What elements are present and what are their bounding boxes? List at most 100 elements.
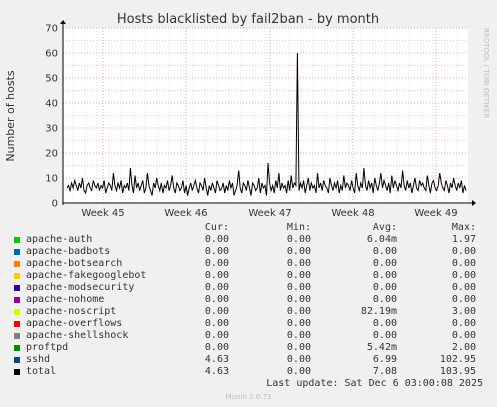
legend-max: 0.00 bbox=[451, 258, 476, 269]
legend-max: 102.95 bbox=[439, 354, 476, 365]
y-axis-label: Number of hosts bbox=[4, 70, 17, 162]
legend-min: 0.00 bbox=[286, 342, 311, 353]
legend-avg: 0.00 bbox=[372, 294, 397, 305]
series-line-total bbox=[66, 52, 467, 196]
legend-max: 0.00 bbox=[451, 330, 476, 341]
legend-label: apache-fakegooglebot bbox=[26, 270, 147, 281]
legend-max: 3.00 bbox=[451, 306, 476, 317]
legend-label: total bbox=[26, 366, 57, 377]
legend-swatch bbox=[14, 321, 20, 327]
legend-label: apache-nohome bbox=[26, 294, 105, 305]
legend-label: apache-auth bbox=[26, 234, 93, 245]
y-tick-label: 50 bbox=[45, 74, 58, 85]
legend-cur: 0.00 bbox=[204, 270, 229, 281]
rrdtool-credit: RRDTOOL / TOBI OETIKER bbox=[482, 28, 490, 119]
header-max: Max: bbox=[451, 222, 476, 233]
legend-avg: 0.00 bbox=[372, 330, 397, 341]
x-tick-label: Week 49 bbox=[414, 208, 457, 219]
legend-avg: 0.00 bbox=[372, 318, 397, 329]
legend-avg: 0.00 bbox=[372, 270, 397, 281]
legend-swatch bbox=[14, 237, 20, 243]
legend-cur: 0.00 bbox=[204, 342, 229, 353]
legend-max: 0.00 bbox=[451, 246, 476, 257]
y-tick-label: 70 bbox=[45, 24, 58, 35]
y-tick-label: 60 bbox=[45, 49, 58, 60]
legend-swatch bbox=[14, 297, 20, 303]
legend-max: 0.00 bbox=[451, 270, 476, 281]
legend-cur: 0.00 bbox=[204, 306, 229, 317]
legend-cur: 4.63 bbox=[204, 366, 229, 377]
legend-min: 0.00 bbox=[286, 366, 311, 377]
legend-cur: 0.00 bbox=[204, 282, 229, 293]
legend-row-proftpd: proftpd 0.00 0.00 5.42m 2.00 bbox=[14, 342, 484, 354]
legend-row-apache-badbots: apache-badbots 0.00 0.00 0.00 0.00 bbox=[14, 246, 484, 258]
legend-avg: 6.04m bbox=[366, 234, 397, 245]
legend-cur: 0.00 bbox=[204, 294, 229, 305]
legend-label: apache-shellshock bbox=[26, 330, 129, 341]
legend-avg: 0.00 bbox=[372, 246, 397, 257]
legend-min: 0.00 bbox=[286, 330, 311, 341]
legend-max: 0.00 bbox=[451, 318, 476, 329]
header-avg: Avg: bbox=[372, 222, 397, 233]
legend-min: 0.00 bbox=[286, 258, 311, 269]
legend-row-apache-shellshock: apache-shellshock 0.00 0.00 0.00 0.00 bbox=[14, 330, 484, 342]
munin-version: Munin 2.0.73 bbox=[225, 393, 272, 401]
legend-row-apache-modsecurity: apache-modsecurity 0.00 0.00 0.00 0.00 bbox=[14, 282, 484, 294]
legend-min: 0.00 bbox=[286, 294, 311, 305]
legend-min: 0.00 bbox=[286, 282, 311, 293]
legend-avg: 5.42m bbox=[366, 342, 397, 353]
legend-swatch bbox=[14, 357, 20, 363]
legend-max: 103.95 bbox=[439, 366, 476, 377]
y-tick-label: 0 bbox=[52, 199, 58, 210]
legend-cur: 0.00 bbox=[204, 330, 229, 341]
legend-swatch bbox=[14, 261, 20, 267]
legend-label: sshd bbox=[26, 354, 51, 365]
legend-row-apache-nohome: apache-nohome 0.00 0.00 0.00 0.00 bbox=[14, 294, 484, 306]
legend-min: 0.00 bbox=[286, 234, 311, 245]
legend-swatch bbox=[14, 285, 20, 291]
legend-row-total: total 4.63 0.00 7.08 103.95 bbox=[14, 366, 484, 378]
legend-row-apache-overflows: apache-overflows 0.00 0.00 0.00 0.00 bbox=[14, 318, 484, 330]
legend-min: 0.00 bbox=[286, 270, 311, 281]
legend-avg: 0.00 bbox=[372, 282, 397, 293]
legend-label: apache-modsecurity bbox=[26, 282, 135, 293]
legend-swatch bbox=[14, 309, 20, 315]
x-tick-label: Week 48 bbox=[331, 208, 374, 219]
legend-min: 0.00 bbox=[286, 246, 311, 257]
y-axis-arrow bbox=[60, 20, 66, 24]
legend-min: 0.00 bbox=[286, 318, 311, 329]
legend-header: Cur: Min: Avg: Max: bbox=[14, 222, 484, 234]
chart: 0 10 20 30 40 50 60 70 Week 45 Week 46 Week 47 Week… bbox=[4, 12, 476, 219]
legend-cur: 0.00 bbox=[204, 318, 229, 329]
legend-max: 1.97 bbox=[451, 234, 476, 245]
legend-cur: 0.00 bbox=[204, 246, 229, 257]
legend-label: apache-botsearch bbox=[26, 258, 123, 269]
legend-row-apache-auth: apache-auth 0.00 0.00 6.04m 1.97 bbox=[14, 234, 484, 246]
legend-avg: 6.99 bbox=[372, 354, 397, 365]
legend-swatch bbox=[14, 249, 20, 255]
legend-swatch bbox=[14, 273, 20, 279]
legend-row-apache-fakegooglebot: apache-fakegooglebot 0.00 0.00 0.00 0.00 bbox=[14, 270, 484, 282]
legend-cur: 4.63 bbox=[204, 354, 229, 365]
x-axis-arrow bbox=[472, 200, 476, 206]
legend-row-sshd: sshd 4.63 0.00 6.99 102.95 bbox=[14, 354, 484, 366]
header-cur: Cur: bbox=[204, 222, 229, 233]
last-update: Last update: Sat Dec 6 03:00:08 2025 bbox=[266, 378, 483, 389]
chart-title: Hosts blacklisted by fail2ban - by month bbox=[117, 12, 379, 27]
legend-avg: 82.19m bbox=[360, 306, 397, 317]
legend-swatch bbox=[14, 369, 20, 375]
legend-min: 0.00 bbox=[286, 306, 311, 317]
y-tick-label: 20 bbox=[45, 149, 58, 160]
legend-label: apache-overflows bbox=[26, 318, 123, 329]
axes: 0 10 20 30 40 50 60 70 Week 45 Week 46 Week 47 Week… bbox=[45, 20, 476, 219]
y-tick-label: 40 bbox=[45, 99, 58, 110]
header-min: Min: bbox=[286, 222, 311, 233]
legend-swatch bbox=[14, 345, 20, 351]
y-tick-label: 30 bbox=[45, 124, 58, 135]
legend-max: 2.00 bbox=[451, 342, 476, 353]
legend-max: 0.00 bbox=[451, 282, 476, 293]
legend-avg: 7.08 bbox=[372, 366, 397, 377]
y-tick-label: 10 bbox=[45, 174, 58, 185]
grid bbox=[63, 27, 468, 203]
legend-min: 0.00 bbox=[286, 354, 311, 365]
